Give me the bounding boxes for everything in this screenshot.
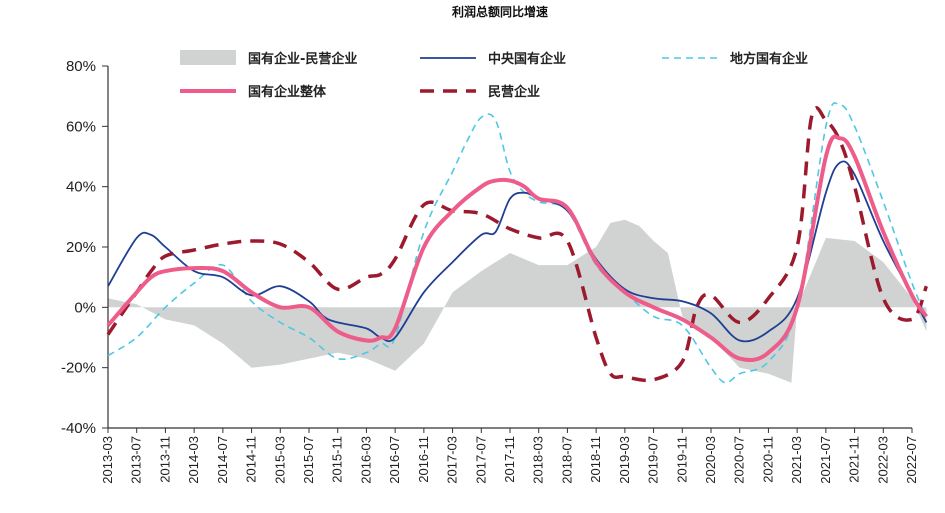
legend-swatch (180, 50, 236, 65)
x-tick-label: 2015-03 (272, 436, 287, 484)
x-tick-label: 2017-11 (502, 436, 517, 483)
x-tick-label: 2013-03 (100, 436, 115, 484)
y-tick-label: 40% (66, 179, 96, 196)
y-tick-label: -40% (61, 420, 96, 437)
x-tick-label: 2015-11 (330, 436, 345, 483)
x-tick-label: 2014-11 (244, 436, 259, 483)
legend-label: 民营企业 (488, 84, 540, 100)
y-tick-label: 0% (74, 299, 96, 316)
x-tick-label: 2022-03 (875, 436, 890, 484)
x-tick-label: 2020-07 (732, 436, 747, 484)
y-tick-label: 60% (66, 118, 96, 135)
x-tick-label: 2014-03 (186, 436, 201, 484)
y-tick-label: -20% (61, 360, 96, 377)
axes: 80% 60% 40% 20% 0% -20% -40% 2013-03 2013-07 2013… (61, 58, 919, 484)
series-line-4 (106, 106, 929, 383)
y-tick-label: 80% (66, 58, 96, 75)
x-tick-label: 2022-07 (904, 436, 919, 484)
x-tick-label: 2020-03 (703, 436, 718, 484)
x-tick-label: 2021-03 (789, 436, 804, 484)
x-tick-label: 2021-07 (818, 436, 833, 484)
x-tick-label: 2017-03 (445, 436, 460, 484)
lines-layer (106, 102, 929, 384)
x-tick-label: 2013-11 (157, 436, 172, 483)
x-tick-label: 2020-11 (760, 436, 775, 483)
x-tick-label: 2016-07 (387, 436, 402, 484)
chart-title: 利润总额同比增速 (452, 4, 548, 19)
x-tick-label: 2017-07 (473, 436, 488, 484)
area-layer (108, 219, 927, 383)
x-tick-label: 2018-03 (531, 436, 546, 484)
x-tick-label: 2021-11 (847, 436, 862, 483)
x-tick-label: 2016-11 (416, 436, 431, 483)
series-area-0 (108, 219, 927, 383)
x-tick-label: 2019-07 (646, 436, 661, 484)
x-tick-label: 2014-07 (215, 436, 230, 484)
x-tick-label: 2016-03 (358, 436, 373, 484)
legend-label: 国有企业-民营企业 (248, 51, 357, 67)
x-tick-label: 2018-11 (588, 436, 603, 483)
x-tick-label: 2013-07 (129, 436, 144, 484)
y-tick-label: 20% (66, 239, 96, 256)
legend-label: 国有企业整体 (248, 84, 327, 100)
series-line-3 (106, 134, 929, 363)
x-tick-label: 2019-11 (674, 436, 689, 483)
series-line-2 (107, 102, 928, 384)
legend-label: 地方国有企业 (730, 51, 808, 67)
legend-label: 中央国有企业 (488, 51, 566, 67)
x-tick-label: 2018-07 (559, 436, 574, 484)
x-tick-label: 2015-07 (301, 436, 316, 484)
x-tick-label: 2019-03 (617, 436, 632, 484)
